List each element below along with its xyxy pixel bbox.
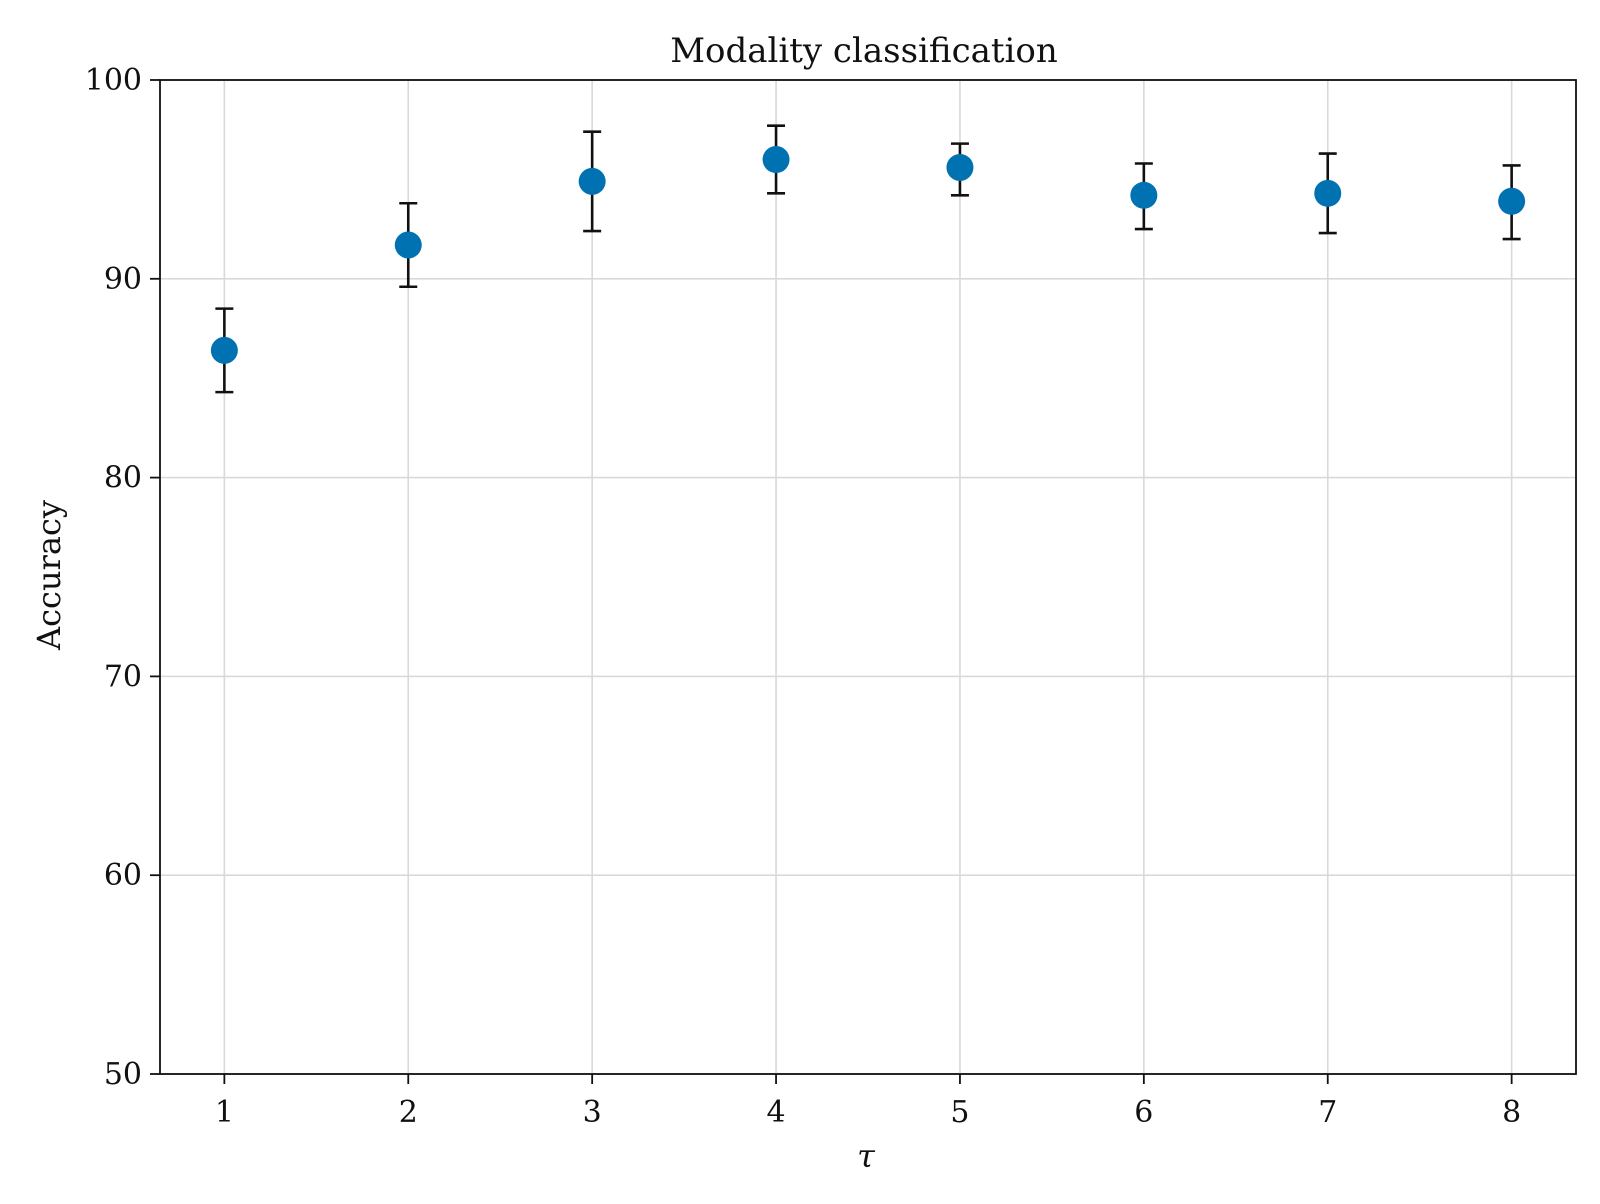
y-tick-label-80: 80 [104, 461, 142, 496]
y-tick-label-100: 100 [85, 63, 142, 98]
y-tick-label-70: 70 [104, 659, 142, 694]
chart-title: Modality classification [670, 31, 1058, 71]
x-tick-label-8: 8 [1502, 1095, 1521, 1130]
x-axis-label: τ [857, 1137, 876, 1175]
data-point-5 [946, 153, 974, 181]
x-tick-label-7: 7 [1318, 1095, 1337, 1130]
data-point-1 [210, 336, 238, 364]
error-bars [215, 124, 1521, 394]
plot-frame [159, 79, 1577, 1075]
y-axis-label: Accuracy [30, 500, 68, 651]
y-tick-label-60: 60 [104, 858, 142, 893]
data-point-6 [1130, 181, 1158, 209]
y-tick-label-50: 50 [104, 1057, 142, 1092]
x-tick-label-5: 5 [950, 1095, 969, 1130]
data-point-2 [394, 231, 422, 259]
grid-lines [160, 79, 1576, 1075]
x-tick-label-6: 6 [1134, 1095, 1153, 1130]
x-tick-label-3: 3 [583, 1095, 602, 1130]
x-tick-label-2: 2 [399, 1095, 418, 1130]
x-tick-label-4: 4 [767, 1095, 786, 1130]
x-tick-label-1: 1 [215, 1095, 234, 1130]
axes [150, 79, 1577, 1084]
y-tick-label-90: 90 [104, 262, 142, 297]
data-point-4 [762, 146, 790, 174]
tick-labels: 1 2 3 4 5 6 7 8 50 60 70 80 90 100 [85, 63, 1521, 1130]
data-point-3 [578, 167, 606, 195]
data-point-7 [1314, 179, 1342, 207]
data-point-8 [1498, 187, 1526, 215]
data-points [210, 146, 1526, 364]
